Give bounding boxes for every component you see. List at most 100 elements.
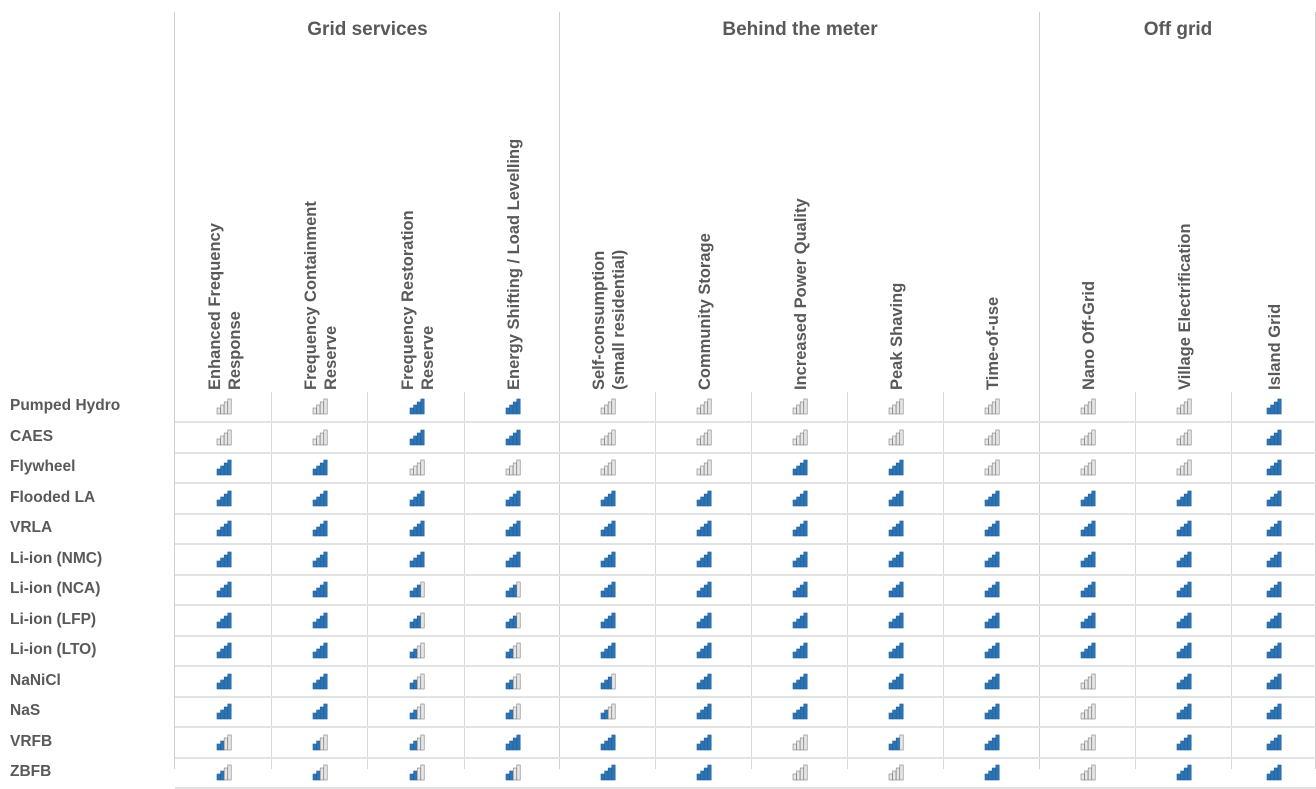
rating-bar [1183, 432, 1188, 445]
rating-icon [792, 612, 808, 628]
rating-bar [1176, 651, 1181, 659]
rating-icon [409, 764, 425, 781]
rating-bar [995, 673, 1000, 689]
rating-icon [696, 398, 712, 415]
rating-icon [1176, 520, 1192, 537]
rating-bar [412, 679, 417, 689]
rating-icon [792, 703, 808, 720]
rating-bar [1187, 490, 1192, 506]
rating-bar [1091, 673, 1096, 689]
rating-icon [792, 734, 808, 750]
rating-icon [216, 581, 232, 598]
rating-bar [607, 493, 612, 506]
rating-icon [505, 734, 521, 750]
rating-bar [1084, 740, 1089, 750]
column-header-label: Time-of-use [984, 296, 1002, 390]
rating-bar [1270, 740, 1275, 750]
rating-bar [799, 615, 804, 628]
rating-bar [1183, 554, 1188, 567]
rating-bar [707, 673, 712, 689]
rating-bar [696, 438, 701, 445]
rating-bar [223, 462, 228, 476]
rating-bar [703, 706, 708, 720]
rating-bar [312, 621, 317, 628]
row-label: ZBFB [10, 763, 52, 780]
rating-bar [988, 740, 993, 750]
rating-bar [512, 645, 517, 659]
rating-bar [888, 468, 893, 476]
rating-bar [895, 523, 900, 537]
rating-bar [219, 679, 224, 689]
rating-bar [505, 529, 510, 537]
rating-bar [1084, 496, 1089, 506]
rating-bar [700, 526, 705, 537]
grid-line-vertical [655, 392, 656, 769]
rating-bar [611, 551, 616, 567]
rating-bar [792, 529, 797, 537]
rating-icon [600, 673, 616, 689]
rating-bar [1273, 645, 1278, 659]
rating-bar [1087, 767, 1092, 781]
rating-bar [412, 770, 417, 781]
rating-bar [316, 679, 321, 689]
rating-bar [508, 557, 513, 567]
rating-bar [604, 557, 609, 567]
rating-bar [696, 468, 701, 476]
rating-bar [1084, 526, 1089, 537]
rating-bar [409, 590, 414, 598]
rating-bar [420, 673, 425, 689]
rating-bar [505, 651, 510, 659]
rating-bar [1266, 407, 1271, 415]
rating-bar [1091, 490, 1096, 506]
rating-bar [1176, 621, 1181, 628]
rating-bar [323, 581, 328, 598]
rating-icon [1080, 520, 1096, 537]
rating-icon [792, 459, 808, 476]
rating-bar [1273, 706, 1278, 720]
rating-bar [1080, 529, 1085, 537]
rating-bar [319, 767, 324, 781]
rating-bar [607, 584, 612, 598]
rating-icon [1266, 764, 1282, 781]
rating-bar [799, 706, 804, 720]
rating-bar [412, 526, 417, 537]
grid-line-vertical [174, 12, 175, 769]
rating-bar [1087, 493, 1092, 506]
rating-bar [1270, 709, 1275, 720]
rating-bar [319, 554, 324, 567]
rating-bar [1277, 551, 1282, 567]
rating-icon [984, 703, 1000, 720]
rating-bar [895, 676, 900, 689]
rating-bar [1273, 523, 1278, 537]
rating-bar [892, 709, 897, 720]
rating-bar [600, 499, 605, 506]
rating-icon [792, 581, 808, 598]
rating-bar [1091, 612, 1096, 628]
rating-bar [995, 734, 1000, 750]
rating-bar [1080, 407, 1085, 415]
rating-bar [991, 615, 996, 628]
rating-bar [899, 581, 904, 598]
column-header-label: Increased Power Quality [792, 198, 810, 390]
grid-line-vertical [847, 392, 848, 769]
column-header: Time-of-use [944, 0, 1040, 390]
rating-bar [899, 490, 904, 506]
rating-bar [611, 490, 616, 506]
rating-bar [995, 459, 1000, 476]
rating-bar [600, 560, 605, 567]
rating-icon [888, 703, 904, 720]
column-group-header: Grid services [307, 19, 428, 40]
rating-bar [512, 767, 517, 781]
rating-bar [1087, 676, 1092, 689]
rating-bar [895, 401, 900, 415]
rating-bar [316, 587, 321, 598]
rating-bar [312, 438, 317, 445]
rating-icon [1266, 703, 1282, 720]
grid-line-horizontal [175, 604, 1316, 606]
rating-icon [600, 612, 616, 628]
rating-bar [899, 703, 904, 720]
rating-bar [995, 581, 1000, 598]
column-header: Self-consumption (small residential) [560, 0, 656, 390]
rating-bar [312, 712, 317, 720]
rating-icon [216, 459, 232, 476]
